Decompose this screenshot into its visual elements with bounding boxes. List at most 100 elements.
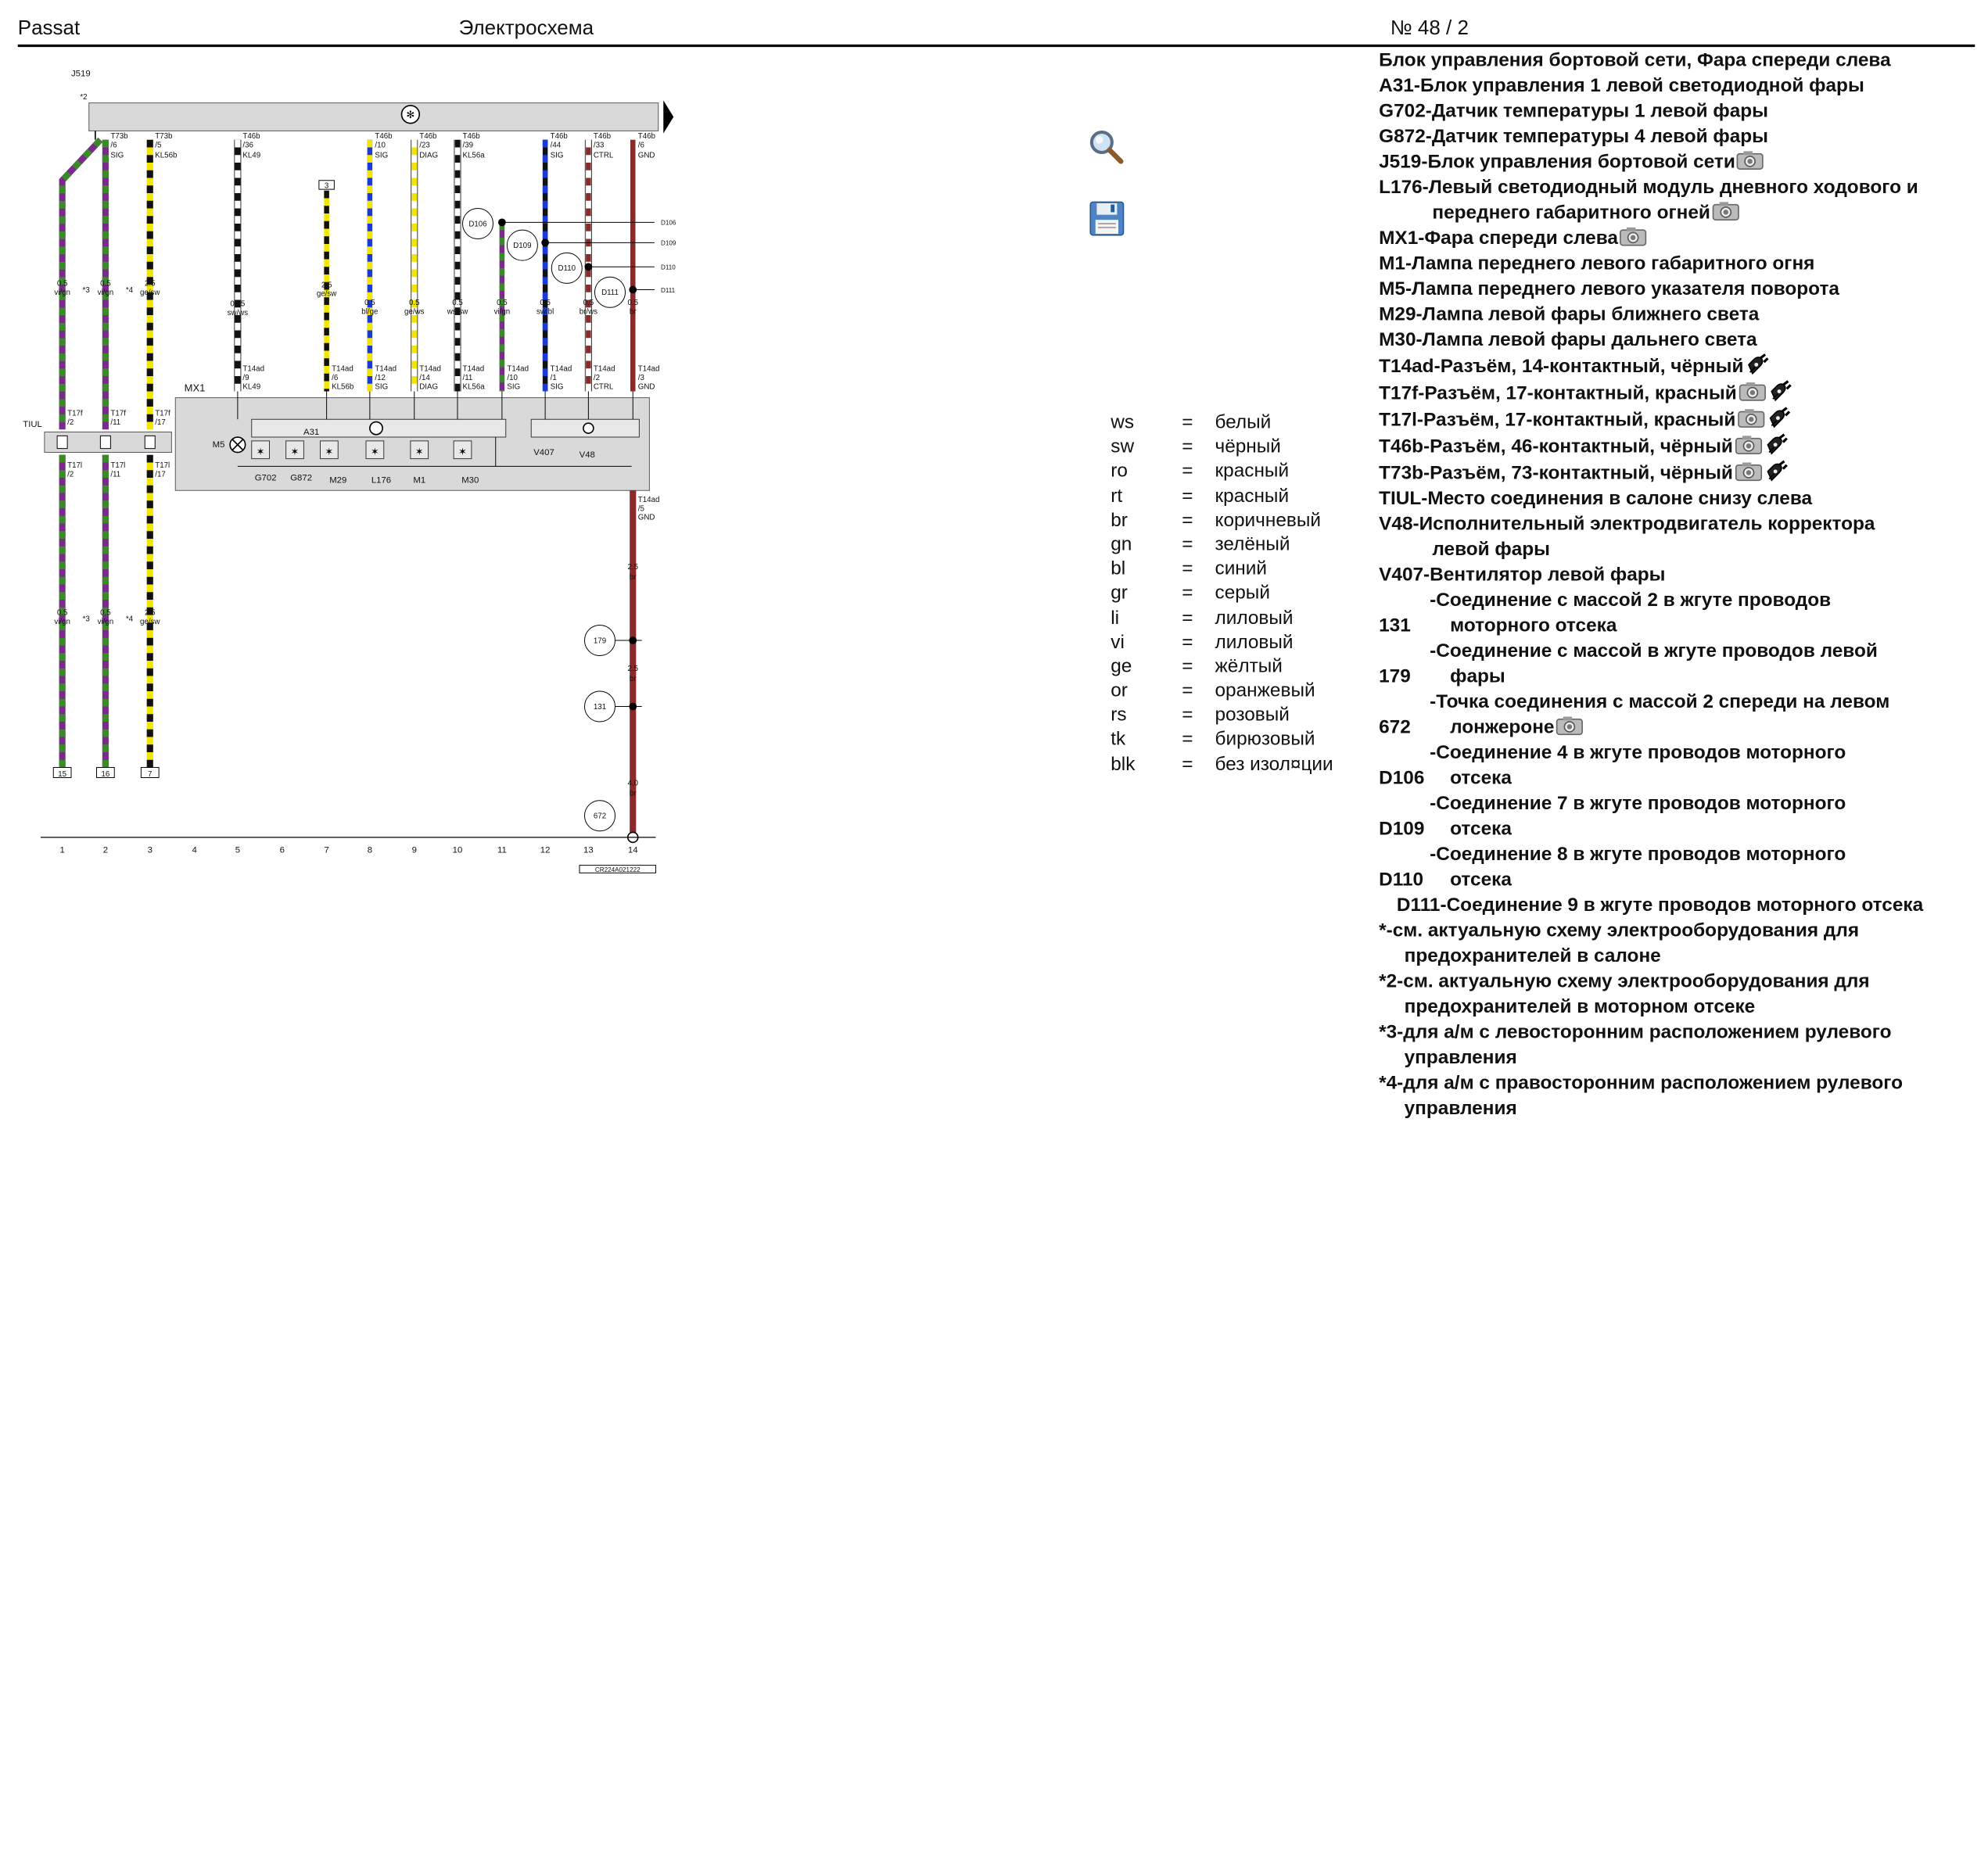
ground-code: D106 bbox=[1379, 767, 1425, 790]
header-divider bbox=[17, 44, 1975, 48]
camera-icon[interactable] bbox=[1735, 461, 1763, 482]
legend-code: br bbox=[1111, 509, 1128, 531]
ground-code: 131 bbox=[1379, 615, 1411, 637]
splice-circle bbox=[462, 208, 493, 239]
component-text: T73b-Разъём, 73-контактный, чёрный bbox=[1379, 462, 1733, 485]
connector-icon[interactable] bbox=[1765, 460, 1788, 482]
component-text: G702-Датчик температуры 1 левой фары bbox=[1379, 100, 1768, 122]
legend-eq: = bbox=[1182, 728, 1193, 751]
legend-label: лиловый bbox=[1215, 606, 1294, 629]
wire-size: 2.5 bbox=[145, 280, 156, 289]
connector-icon[interactable] bbox=[1746, 353, 1769, 376]
wire-color: br bbox=[630, 675, 637, 683]
wire-size: 2.5 bbox=[321, 281, 332, 289]
led-element bbox=[251, 440, 270, 460]
splice-ref: D110 bbox=[661, 264, 676, 271]
ground-desc: -Соединение с массой в жгуте проводов ле… bbox=[1430, 640, 1878, 662]
component-item: J519-Блок управления бортовой сети bbox=[1379, 150, 1976, 176]
component-item: M29-Лампа левой фары ближнего света bbox=[1379, 303, 1976, 328]
wire-color: ge/sw bbox=[140, 618, 160, 626]
legend-row: br = коричневый bbox=[1111, 508, 1333, 532]
led-glyph: ✶ bbox=[371, 446, 379, 457]
splice-circle bbox=[551, 252, 583, 284]
camera-icon[interactable] bbox=[1738, 382, 1766, 402]
component-text: M1-Лампа переднего левого габаритного ог… bbox=[1379, 253, 1815, 274]
legend-label: красный bbox=[1215, 485, 1290, 507]
pin-label: /39 bbox=[463, 142, 474, 150]
pin-label: /5 bbox=[155, 142, 162, 150]
legend-eq: = bbox=[1182, 460, 1193, 482]
ground-desc-cont: фары bbox=[1450, 665, 1505, 688]
legend-eq: = bbox=[1182, 631, 1193, 653]
ref-label: 3 bbox=[325, 182, 328, 191]
wire-size: 0.5 bbox=[57, 609, 68, 618]
legend-label: красный bbox=[1215, 460, 1290, 482]
connector-pin: /6 bbox=[332, 374, 338, 382]
connector-pin: /9 bbox=[242, 374, 249, 382]
wire-color: ge/sw bbox=[317, 290, 337, 299]
splice-circle bbox=[594, 276, 626, 308]
connector-pin: /14 bbox=[419, 374, 430, 382]
component-item: T73b-Разъём, 73-контактный, чёрный bbox=[1379, 460, 1976, 486]
pin-func: KL56b bbox=[155, 152, 178, 160]
module-label: MX1 bbox=[185, 382, 206, 394]
legend-eq: = bbox=[1182, 509, 1193, 531]
led-symbol bbox=[369, 421, 383, 436]
terminal-box bbox=[140, 767, 160, 778]
component-item: T17l-Разъём, 17-контактный, красный bbox=[1379, 407, 1976, 433]
camera-icon[interactable] bbox=[1620, 226, 1648, 246]
wire-color: bl/ge bbox=[361, 307, 378, 316]
component-item: G702-Датчик температуры 1 левой фары bbox=[1379, 99, 1976, 125]
unit-symbol-glyph: ✻ bbox=[406, 109, 414, 120]
save-icon[interactable] bbox=[1089, 201, 1128, 239]
ground-desc-cont: лонжероне bbox=[1450, 716, 1555, 739]
module-inner-label: A31 bbox=[303, 428, 319, 437]
splice-label: D109 bbox=[513, 242, 531, 250]
component-text: Блок управления бортовой сети, Фара спер… bbox=[1379, 49, 1891, 71]
pin-func: DIAG bbox=[419, 382, 438, 391]
column-number: 7 bbox=[324, 845, 328, 855]
legend-code: vi bbox=[1111, 631, 1125, 653]
inner-part-label: M5 bbox=[213, 440, 225, 450]
camera-icon[interactable] bbox=[1737, 408, 1765, 428]
pin-func: SIG bbox=[551, 152, 564, 160]
component-text: G872-Датчик температуры 4 левой фары bbox=[1379, 125, 1768, 148]
ground-item: -Точка соединения с массой 2 спереди на … bbox=[1379, 690, 1976, 740]
camera-icon[interactable] bbox=[1735, 435, 1763, 455]
footnote-cont: управления bbox=[1404, 1098, 1517, 1120]
connector-pin: T17l bbox=[155, 461, 170, 470]
led-glyph: ✶ bbox=[325, 446, 333, 457]
led-element bbox=[453, 440, 472, 460]
wire-color: br bbox=[630, 789, 637, 798]
component-item: T17f-Разъём, 17-контактный, красный bbox=[1379, 380, 1976, 407]
legend-row: blk = без изол¤ции bbox=[1111, 751, 1333, 776]
camera-icon[interactable] bbox=[1736, 150, 1764, 170]
legend-eq: = bbox=[1182, 411, 1193, 434]
splice-label: D106 bbox=[468, 220, 486, 228]
pin-func: KL56a bbox=[463, 382, 486, 391]
ground-desc: -Соединение с массой 2 в жгуте проводов bbox=[1430, 590, 1832, 611]
inner-part-label: V407 bbox=[533, 448, 554, 457]
camera-icon[interactable] bbox=[1712, 201, 1740, 221]
legend-label: розовый bbox=[1215, 704, 1290, 726]
connector-icon[interactable] bbox=[1768, 380, 1792, 403]
component-text: левой фары bbox=[1432, 539, 1551, 561]
legend-row: gn = зелёный bbox=[1111, 532, 1333, 557]
wire-size: 0.5 bbox=[627, 299, 638, 307]
legend-label: синий bbox=[1215, 558, 1267, 580]
terminal-label: 16 bbox=[101, 770, 109, 779]
legend-label: коричневый bbox=[1215, 509, 1321, 531]
camera-icon[interactable] bbox=[1556, 715, 1584, 736]
terminal-label: 7 bbox=[148, 770, 152, 779]
splice-circle bbox=[506, 229, 538, 261]
magnifier-icon[interactable] bbox=[1086, 127, 1125, 166]
connector-icon[interactable] bbox=[1767, 407, 1790, 429]
connector-icon[interactable] bbox=[1765, 433, 1788, 456]
wire-color: ws/sw bbox=[447, 307, 468, 316]
ground-desc-cont: отсека bbox=[1450, 818, 1512, 841]
pin-label: /44 bbox=[551, 142, 562, 150]
ground-point-label: 131 bbox=[594, 703, 606, 712]
wire-size: 0.75 bbox=[230, 300, 246, 309]
legend-row: gr = серый bbox=[1111, 581, 1333, 605]
connector-pin: T17l bbox=[67, 461, 82, 470]
